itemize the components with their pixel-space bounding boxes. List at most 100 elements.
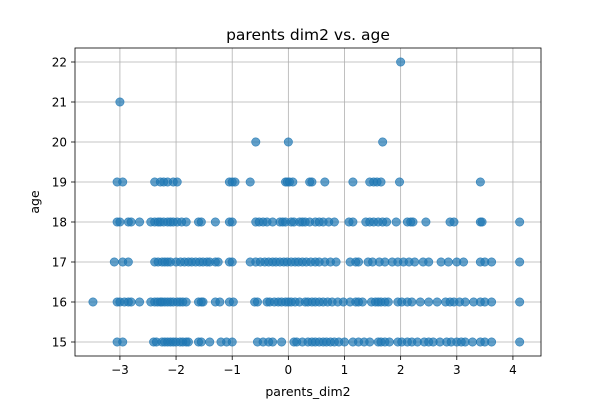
data-point <box>135 217 145 227</box>
data-point <box>460 297 470 307</box>
data-point <box>487 337 497 347</box>
data-point <box>515 217 525 227</box>
x-axis-label: parents_dim2 <box>265 384 350 399</box>
y-tick-label: 22 <box>52 55 67 69</box>
data-point <box>382 217 392 227</box>
data-point <box>135 297 145 307</box>
data-point <box>468 337 478 347</box>
x-tick-label: 2 <box>397 363 405 377</box>
data-point <box>307 177 317 187</box>
data-point <box>196 337 206 347</box>
y-tick-label: 19 <box>52 175 67 189</box>
data-point <box>487 297 497 307</box>
data-point <box>396 57 406 67</box>
data-point <box>395 177 405 187</box>
data-point <box>515 337 525 347</box>
data-point <box>183 337 193 347</box>
y-axis-label: age <box>27 190 42 214</box>
x-tick-label: 3 <box>453 363 461 377</box>
x-tick-label: 4 <box>509 363 517 377</box>
data-point <box>227 257 237 267</box>
data-point <box>123 257 133 267</box>
data-point <box>487 257 497 267</box>
data-point <box>251 137 261 147</box>
y-tick-label: 17 <box>52 255 67 269</box>
data-point <box>252 297 262 307</box>
data-point <box>424 297 434 307</box>
data-point <box>88 297 98 307</box>
data-point <box>126 297 136 307</box>
data-point <box>424 257 434 267</box>
data-point <box>515 297 525 307</box>
data-point <box>384 337 394 347</box>
y-tick-label: 18 <box>52 215 67 229</box>
data-point <box>126 217 136 227</box>
data-point <box>357 297 367 307</box>
data-point <box>365 337 375 347</box>
data-point <box>320 177 330 187</box>
data-point <box>408 217 418 227</box>
data-point <box>181 217 191 227</box>
data-point <box>331 257 341 267</box>
data-point <box>210 217 220 227</box>
data-point <box>383 297 393 307</box>
plot-frame <box>74 47 542 357</box>
y-tick-label: 21 <box>52 95 67 109</box>
data-point <box>118 177 128 187</box>
data-point <box>421 217 431 227</box>
data-point <box>277 337 287 347</box>
x-tick-label: 1 <box>341 363 349 377</box>
data-point <box>354 257 364 267</box>
data-point <box>283 137 293 147</box>
chart-title: parents dim2 vs. age <box>226 26 390 44</box>
data-point <box>415 297 425 307</box>
data-point <box>391 217 401 227</box>
data-point <box>475 177 485 187</box>
data-point <box>230 177 240 187</box>
y-tick-label: 15 <box>52 335 67 349</box>
data-point <box>227 337 237 347</box>
grid <box>75 48 541 356</box>
data-point <box>268 337 278 347</box>
data-point <box>348 177 358 187</box>
data-point <box>196 217 206 227</box>
data-points <box>88 57 525 347</box>
data-point <box>378 137 388 147</box>
data-point <box>443 257 453 267</box>
data-point <box>181 297 191 307</box>
x-axis-ticks: −3 −2 −1 0 1 2 3 4 <box>111 356 517 377</box>
y-axis-ticks: 15 16 17 18 19 20 21 22 <box>52 55 75 349</box>
data-point <box>115 97 125 107</box>
data-point <box>227 217 237 227</box>
data-point <box>115 217 125 227</box>
data-point <box>459 257 469 267</box>
data-point <box>213 257 223 267</box>
data-point <box>172 177 182 187</box>
data-point <box>109 257 119 267</box>
x-tick-label: −1 <box>223 363 241 377</box>
data-point <box>329 217 339 227</box>
data-point <box>407 297 417 307</box>
data-point <box>410 257 420 267</box>
y-tick-label: 20 <box>52 135 67 149</box>
data-point <box>339 337 349 347</box>
data-point <box>205 337 215 347</box>
data-point <box>376 177 386 187</box>
x-tick-label: −3 <box>111 363 129 377</box>
data-point <box>515 257 525 267</box>
data-point <box>449 217 459 227</box>
data-point <box>198 297 208 307</box>
x-tick-label: −2 <box>167 363 185 377</box>
data-point <box>288 177 298 187</box>
x-tick-label: 0 <box>285 363 293 377</box>
data-point <box>348 217 358 227</box>
data-point <box>215 297 225 307</box>
y-tick-label: 16 <box>52 295 67 309</box>
data-point <box>432 297 442 307</box>
data-point <box>228 297 238 307</box>
data-point <box>245 177 255 187</box>
data-point <box>477 217 487 227</box>
data-point <box>118 337 128 347</box>
